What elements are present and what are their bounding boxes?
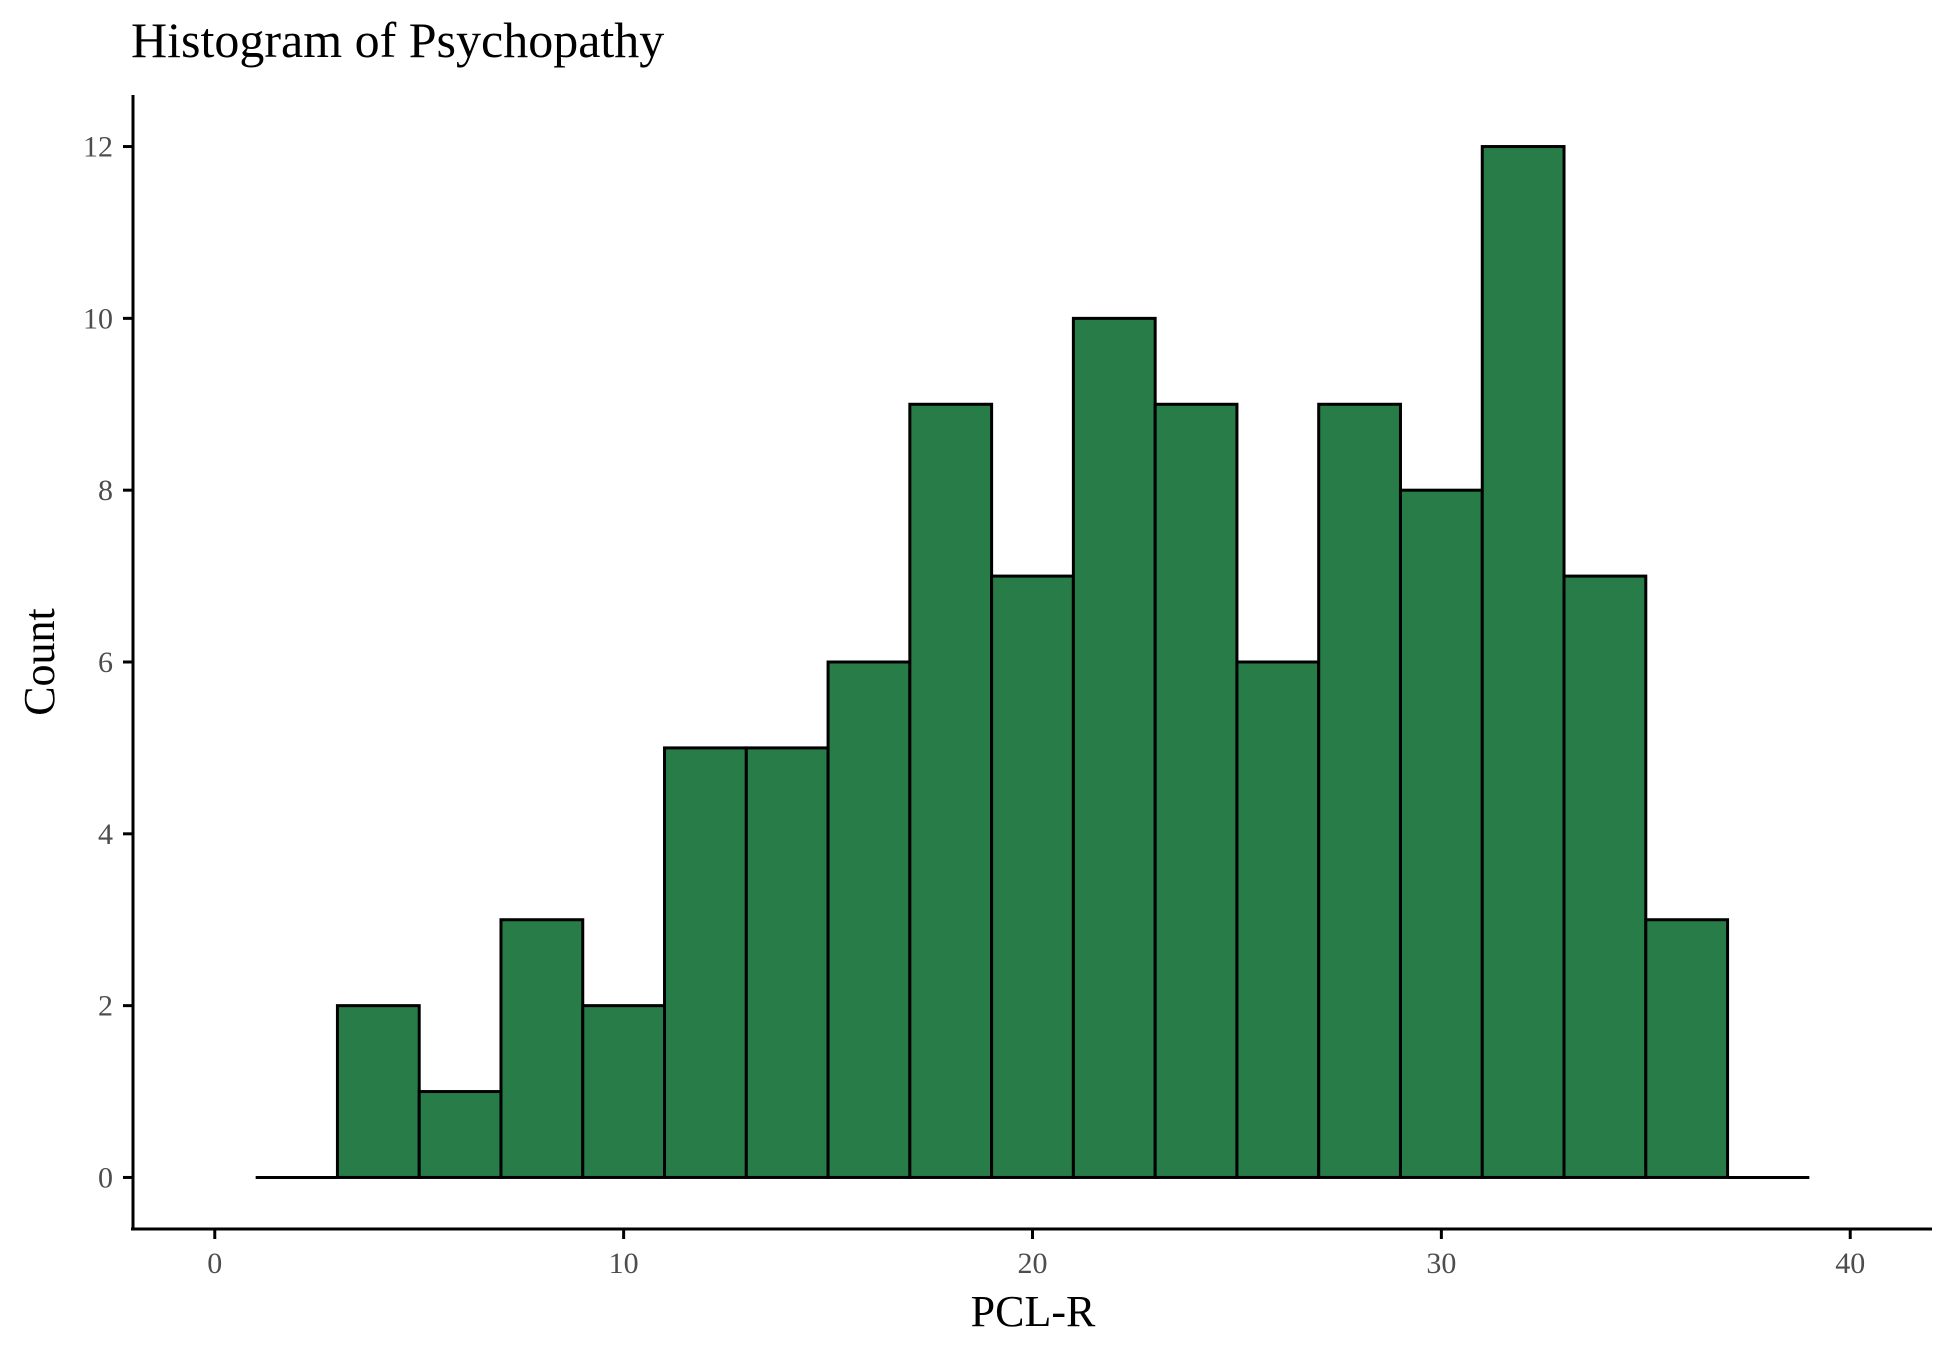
histogram-bar — [1644, 918, 1730, 1179]
x-tick-label: 10 — [609, 1247, 639, 1280]
x-tick-label: 40 — [1835, 1247, 1865, 1280]
histogram-bar — [908, 402, 994, 1179]
bars-layer — [255, 145, 1810, 1179]
histogram-bar — [1480, 145, 1566, 1179]
y-tick-label: 0 — [98, 1161, 113, 1194]
x-ticks-layer: 0 10 20 30 40 — [207, 1229, 1865, 1280]
histogram-bar — [417, 1090, 503, 1179]
histogram-bar — [1317, 402, 1402, 1179]
y-tick-label: 2 — [98, 990, 113, 1023]
y-tick-label: 8 — [98, 474, 113, 507]
chart-title: Histogram of Psychopathy — [131, 12, 664, 68]
y-tick-label: 4 — [98, 818, 113, 851]
histogram-bar — [581, 1004, 667, 1179]
histogram-bar — [1398, 488, 1484, 1179]
y-ticks-layer: 0 2 4 6 8 10 12 — [83, 131, 133, 1194]
x-axis-title: PCL-R — [971, 1287, 1096, 1336]
histogram-bar — [1153, 402, 1239, 1179]
histogram-bar — [499, 918, 585, 1179]
histogram-bar — [1235, 660, 1321, 1179]
x-tick-label: 30 — [1426, 1247, 1456, 1280]
histogram-bar — [1562, 574, 1648, 1179]
y-tick-label: 12 — [83, 131, 113, 164]
x-tick-label: 20 — [1018, 1247, 1048, 1280]
y-tick-label: 6 — [98, 646, 113, 679]
histogram-bar — [335, 1004, 421, 1179]
y-tick-label: 10 — [83, 302, 113, 335]
histogram-bar — [663, 746, 748, 1179]
histogram-bar — [826, 660, 912, 1179]
y-axis-title: Count — [15, 608, 64, 716]
histogram-bar — [1071, 316, 1157, 1179]
x-tick-label: 0 — [207, 1247, 222, 1280]
histogram-bar — [744, 746, 830, 1179]
histogram-bar — [990, 574, 1075, 1179]
